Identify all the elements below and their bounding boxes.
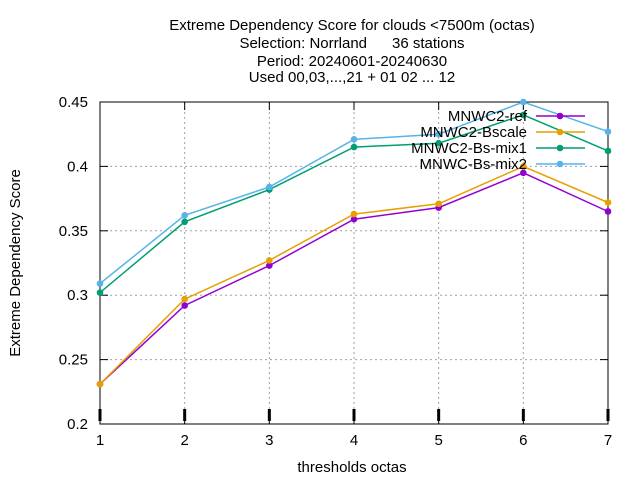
x-tick-label: 4 <box>350 432 358 449</box>
legend-marker <box>556 128 564 136</box>
data-point <box>435 200 442 208</box>
y-tick-label: 0.45 <box>59 94 88 111</box>
x-tick-label: 6 <box>519 432 527 449</box>
x-axis-label: thresholds octas <box>297 459 406 476</box>
data-point <box>181 295 188 303</box>
legend-label: MNWC2-Bscale <box>420 124 527 141</box>
legend: MNWC2-refMNWC2-BscaleMNWC2-Bs-mix1MNWC-B… <box>411 108 585 173</box>
y-tick-label: 0.35 <box>59 223 88 240</box>
data-point <box>96 289 104 296</box>
data-point <box>604 199 612 206</box>
y-axis-label: Extreme Dependency Score <box>7 169 24 357</box>
data-point <box>181 302 188 309</box>
series-line <box>99 165 609 385</box>
title-line: Selection: Norrland 36 stations <box>239 35 464 52</box>
title-line: Used 00,03,...,21 + 01 02 ... 12 <box>249 69 455 86</box>
ticks: 1 2 3 4 5 6 7 0.2 0.25 0.3 0.35 0.4 0.45 <box>59 94 612 449</box>
y-tick-label: 0.3 <box>67 287 88 304</box>
data-point <box>520 98 527 106</box>
legend-label: MNWC-Bs-mix2 <box>420 156 527 173</box>
data-point <box>604 128 612 135</box>
title-line: Period: 20240601-20240630 <box>257 53 447 70</box>
data-point <box>604 208 612 215</box>
title-line: Extreme Dependency Score for clouds <750… <box>169 17 535 34</box>
data-point <box>350 136 358 143</box>
data-point <box>435 130 442 138</box>
data-point <box>96 280 104 287</box>
data-point <box>96 380 104 388</box>
data-point <box>350 215 358 223</box>
y-tick-label: 0.4 <box>67 158 88 175</box>
x-tick-label: 1 <box>96 432 104 449</box>
series-layer <box>96 98 612 388</box>
data-point <box>181 218 188 226</box>
data-point <box>350 210 358 218</box>
data-point <box>520 163 527 170</box>
x-tick-label: 5 <box>434 432 442 449</box>
legend-marker <box>556 144 564 152</box>
data-point <box>266 183 273 191</box>
x-tick-label: 3 <box>265 432 273 449</box>
data-point <box>266 257 273 264</box>
data-point <box>181 212 188 219</box>
data-point <box>520 169 527 177</box>
data-point <box>350 143 358 151</box>
x-tick-label: 2 <box>180 432 188 449</box>
legend-marker <box>556 112 564 120</box>
legend-label: MNWC2-ref <box>448 108 528 125</box>
y-tick-label: 0.25 <box>59 352 88 369</box>
data-point <box>604 147 612 155</box>
data-point <box>435 139 442 147</box>
y-tick-label: 0.2 <box>67 416 88 433</box>
legend-marker <box>556 160 564 168</box>
data-point <box>520 111 527 119</box>
x-tick-label: 7 <box>604 432 612 449</box>
chart-title: Extreme Dependency Score for clouds <750… <box>169 17 535 86</box>
data-point <box>266 262 273 269</box>
legend-label: MNWC2-Bs-mix1 <box>411 140 527 157</box>
